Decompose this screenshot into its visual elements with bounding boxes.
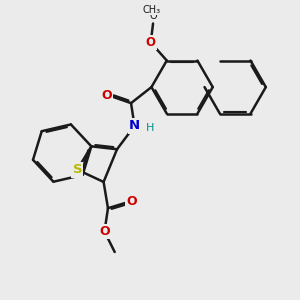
Text: CH₃: CH₃ [142, 5, 161, 15]
Text: O: O [127, 195, 137, 208]
Text: O: O [146, 36, 156, 49]
Text: O: O [101, 89, 112, 102]
Text: S: S [73, 163, 82, 176]
Text: H: H [146, 123, 154, 133]
Text: O: O [149, 11, 157, 21]
Text: N: N [129, 119, 140, 132]
Text: O: O [99, 225, 110, 238]
